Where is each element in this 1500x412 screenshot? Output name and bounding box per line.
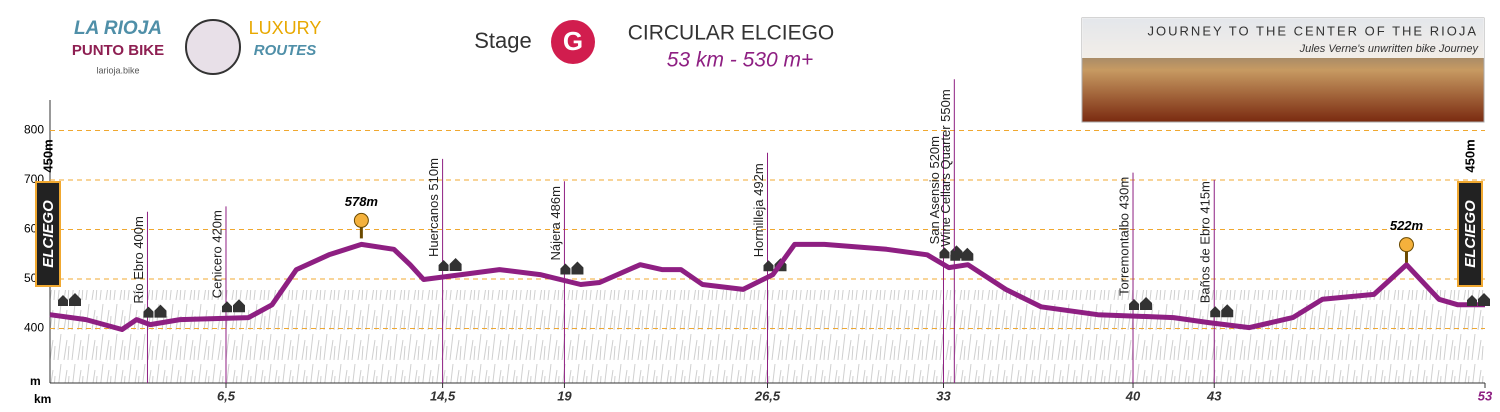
- chart-title: CIRCULAR ELCIEGO: [628, 22, 835, 45]
- stage-letter: G: [563, 26, 583, 56]
- waypoint-label: San Asensio 520m: [927, 136, 942, 244]
- endpoint-elevation: 450m: [1462, 139, 1477, 172]
- peak-label: 578m: [345, 194, 379, 209]
- endpoint-label: ELCIEGO: [40, 200, 57, 268]
- x-tick-label: 53: [1478, 388, 1493, 403]
- waypoint-label: Hormilleja 492m: [751, 163, 766, 257]
- waypoint-label: Torremontalbo 430m: [1116, 177, 1131, 296]
- brand-top: LA RIOJA: [74, 18, 162, 39]
- house-icon: [221, 299, 245, 313]
- peak-label: 522m: [1390, 218, 1424, 233]
- elevation-line: [49, 241, 1485, 332]
- house-icon: [58, 293, 81, 306]
- routes: ROUTES: [254, 42, 317, 59]
- y-axis-label: m: [30, 374, 41, 388]
- peak-marker: [353, 212, 369, 228]
- banner-title: JOURNEY TO THE CENTER OF THE RIOJA: [1148, 23, 1478, 38]
- waypoint-label: Huercanos 510m: [426, 158, 441, 257]
- waypoint-label: Wine Cellars Quarter 550m: [938, 89, 953, 247]
- waypoint-label: Nájera 486m: [548, 186, 563, 260]
- x-tick-label: 33: [936, 388, 951, 403]
- endpoint-elevation: 450m: [40, 139, 55, 172]
- house-icon: [1467, 293, 1490, 306]
- house-icon: [560, 261, 584, 275]
- banner-caption-bg: [1082, 18, 1484, 58]
- banner-subtitle: Jules Verne's unwritten bike Journey: [1299, 43, 1480, 55]
- stage-word: Stage: [474, 28, 532, 53]
- peak-marker: [1398, 237, 1414, 253]
- waypoint-label: Río Ebro 400m: [131, 216, 146, 303]
- luxury: LUXURY: [249, 18, 322, 38]
- waypoint-label: Baños de Ebro 415m: [1198, 181, 1213, 303]
- x-tick-label: 19: [557, 388, 572, 403]
- endpoint-badge: [1457, 181, 1483, 287]
- brand-url: larioja.bike: [96, 65, 139, 75]
- x-tick-label: 26,5: [754, 388, 781, 403]
- house-icon: [438, 258, 462, 272]
- waypoint-label: Cenicero 420m: [209, 210, 224, 298]
- brand-logo: LA RIOJA PUNTO BIKE larioja.bike LUXURY …: [72, 18, 321, 76]
- y-tick-label: 400: [24, 321, 44, 335]
- house-icon: [950, 247, 974, 261]
- x-tick-label: 43: [1206, 388, 1222, 403]
- x-tick-label: 6,5: [217, 388, 236, 403]
- house-icon: [143, 304, 167, 318]
- house-icon: [1210, 304, 1234, 318]
- logo-emblem: [185, 19, 241, 75]
- chart-subtitle: 53 km - 530 m+: [667, 49, 813, 72]
- brand-bottom: PUNTO BIKE: [72, 42, 164, 59]
- y-tick-label: 800: [24, 123, 44, 137]
- stage-badge: [551, 20, 595, 64]
- endpoint-label: ELCIEGO: [1462, 200, 1479, 268]
- x-axis-label: km: [34, 392, 51, 406]
- house-icon: [1129, 297, 1153, 311]
- banner: JOURNEY TO THE CENTER OF THE RIOJA Jules…: [1081, 17, 1485, 123]
- x-tick-label: 14,5: [430, 388, 456, 403]
- x-tick-label: 40: [1125, 388, 1141, 403]
- endpoint-badge: [35, 181, 61, 287]
